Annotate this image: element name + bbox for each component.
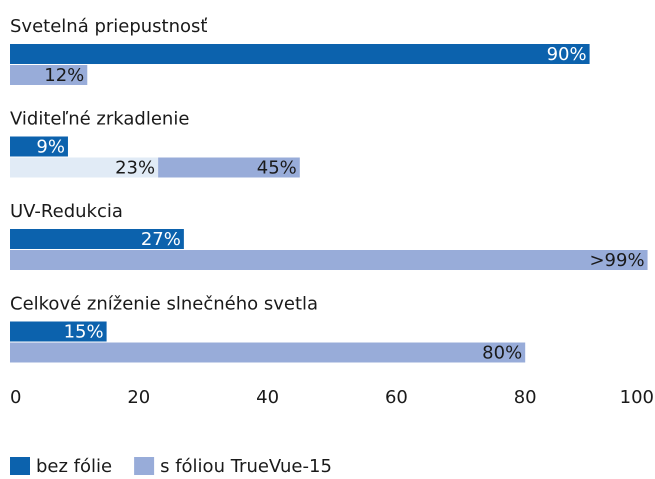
- x-tick-label: 20: [127, 387, 150, 408]
- legend-label: s fóliou TrueVue-15: [160, 456, 332, 477]
- value-label: 45%: [257, 158, 297, 179]
- value-label: 9%: [36, 137, 65, 158]
- x-tick-label: 60: [385, 387, 408, 408]
- range-label: 23%: [115, 158, 155, 179]
- value-label: 12%: [44, 65, 84, 86]
- category-label: UV-Redukcia: [10, 201, 123, 222]
- value-label: 80%: [482, 343, 522, 364]
- value-label: >99%: [589, 250, 644, 271]
- value-label: 27%: [141, 229, 181, 250]
- bar: [158, 157, 300, 178]
- category-label: Celkové zníženie slnečného svetla: [10, 294, 318, 315]
- category-label: Svetelná priepustnosť: [10, 16, 207, 37]
- legend-swatch: [134, 457, 155, 475]
- value-label: 15%: [64, 322, 104, 343]
- bar: [10, 250, 648, 270]
- bar: [10, 44, 590, 64]
- bar: [10, 136, 68, 157]
- bar: [10, 321, 107, 342]
- legend-label: bez fólie: [36, 456, 112, 477]
- x-tick-label: 0: [10, 387, 21, 408]
- category-label: Viditeľné zrkadlenie: [10, 109, 189, 130]
- value-label: 90%: [547, 44, 587, 65]
- bar: [10, 229, 184, 249]
- bar: [10, 65, 88, 85]
- x-tick-label: 80: [514, 387, 537, 408]
- range-bar: [10, 157, 159, 178]
- legend-swatch: [10, 457, 30, 475]
- x-tick-label: 40: [256, 387, 279, 408]
- x-tick-label: 100: [620, 387, 654, 408]
- bar: [10, 342, 526, 363]
